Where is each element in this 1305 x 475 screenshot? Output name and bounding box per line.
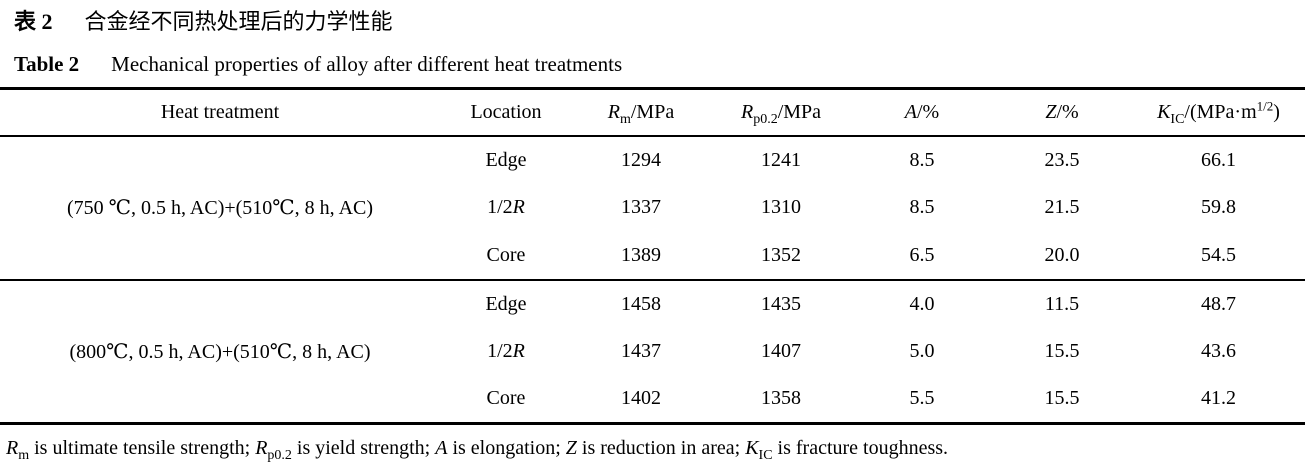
z-cell: 15.5 <box>1044 340 1080 362</box>
treatment-cell: (750 ℃, 0.5 h, AC)+(510℃, 8 h, AC) <box>66 197 374 219</box>
location-cell: Core <box>486 243 526 266</box>
rm-cell: 1402 <box>621 387 661 410</box>
a-cell: 5.5 <box>909 387 935 410</box>
a-cell: 6.5 <box>909 243 935 266</box>
a-cell: 8.5 <box>909 148 935 171</box>
treatment-cell: (800℃, 0.5 h, AC)+(510℃, 8 h, AC) <box>69 340 371 363</box>
column-header-kic: KIC/(MPa·m1/2) <box>1157 98 1280 127</box>
header-row: Heat treatment Location Rm/MPa Rp0.2/MPa… <box>0 89 1305 136</box>
z-cell: 15.5 <box>1044 387 1080 410</box>
caption-en-text: Mechanical properties of alloy after dif… <box>111 52 623 76</box>
caption-zh-label: 表 2 <box>14 9 53 34</box>
rp02-cell: 1358 <box>761 387 801 410</box>
kic-cell: 41.2 <box>1201 387 1236 410</box>
caption-en: Table 2 Mechanical properties of alloy af… <box>14 51 1305 78</box>
rm-cell: 1294 <box>621 148 661 171</box>
column-header-rm: Rm/MPa <box>607 100 675 127</box>
location-cell: Core <box>486 387 526 410</box>
rp02-cell: 1435 <box>761 292 801 315</box>
a-cell: 8.5 <box>909 196 935 218</box>
rm-cell: 1437 <box>621 340 661 362</box>
z-cell: 21.5 <box>1044 196 1080 218</box>
caption-zh: 表 2 合金经不同热处理后的力学性能 <box>14 8 1305 36</box>
a-cell: 4.0 <box>909 292 935 315</box>
a-cell: 5.0 <box>909 340 935 362</box>
location-cell: 1/2R <box>487 340 525 362</box>
kic-cell: 48.7 <box>1201 292 1236 315</box>
table-row: 1/2R 1437 1407 5.0 15.5 43.6 <box>0 328 1305 376</box>
rm-cell: 1458 <box>621 292 661 315</box>
column-header-heat-treatment: Heat treatment <box>160 100 280 123</box>
rm-cell: 1337 <box>621 196 661 218</box>
kic-cell: 66.1 <box>1201 148 1236 171</box>
table-row: (800℃, 0.5 h, AC)+(510℃, 8 h, AC) Edge 1… <box>0 280 1305 363</box>
z-cell: 20.0 <box>1044 243 1080 266</box>
column-header-z: Z/% <box>1045 100 1079 123</box>
caption-zh-text: 合金经不同热处理后的力学性能 <box>84 9 393 34</box>
table-row: Core 1402 1358 5.5 15.5 41.2 <box>0 376 1305 424</box>
rp02-cell: 1407 <box>761 340 801 362</box>
location-cell: 1/2R <box>487 196 525 218</box>
z-cell: 23.5 <box>1044 148 1080 171</box>
location-cell: Edge <box>485 148 527 171</box>
table-row: 1/2R 1337 1310 8.5 21.5 59.8 <box>0 184 1305 232</box>
z-cell: 11.5 <box>1044 292 1080 315</box>
mechanical-properties-table: Heat treatment Location Rm/MPa Rp0.2/MPa… <box>0 87 1305 425</box>
table-footnote: Rm is ultimate tensile strength; Rp0.2 i… <box>6 437 949 463</box>
column-header-a: A/% <box>904 100 940 123</box>
table-row: (750 ℃, 0.5 h, AC)+(510℃, 8 h, AC) Edge … <box>0 136 1305 220</box>
table-row: Core 1389 1352 6.5 20.0 54.5 <box>0 232 1305 280</box>
location-cell: Edge <box>485 292 527 315</box>
rp02-cell: 1310 <box>761 196 801 218</box>
rm-cell: 1389 <box>621 243 661 266</box>
table-figure: 表 2 合金经不同热处理后的力学性能 Table 2 Mechanical prop… <box>0 8 1305 463</box>
kic-cell: 43.6 <box>1201 340 1236 362</box>
rp02-cell: 1352 <box>761 243 801 266</box>
rp02-cell: 1241 <box>761 148 801 171</box>
column-header-location: Location <box>470 100 542 123</box>
kic-cell: 59.8 <box>1201 196 1236 218</box>
caption-en-label: Table 2 <box>14 52 80 76</box>
kic-cell: 54.5 <box>1201 243 1236 266</box>
column-header-rp02: Rp0.2/MPa <box>740 100 822 127</box>
